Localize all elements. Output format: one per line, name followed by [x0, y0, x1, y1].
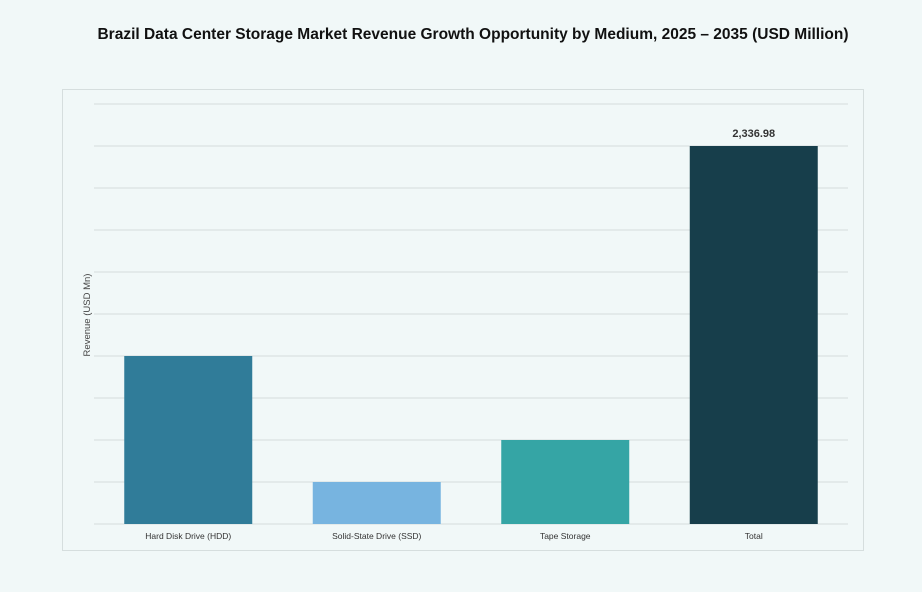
x-tick-label: Total	[745, 531, 763, 541]
bar	[312, 481, 441, 524]
x-tick-label: Hard Disk Drive (HDD)	[145, 531, 231, 541]
data-label: 2,336.98	[732, 128, 775, 140]
bar	[689, 145, 818, 524]
y-axis-label: Revenue (USD Mn)	[82, 274, 93, 357]
bar	[124, 355, 253, 524]
chart-title: Brazil Data Center Storage Market Revenu…	[97, 26, 849, 43]
bar	[501, 440, 630, 524]
x-tick-label: Solid-State Drive (SSD)	[332, 531, 421, 541]
x-tick-label: Tape Storage	[540, 531, 591, 541]
